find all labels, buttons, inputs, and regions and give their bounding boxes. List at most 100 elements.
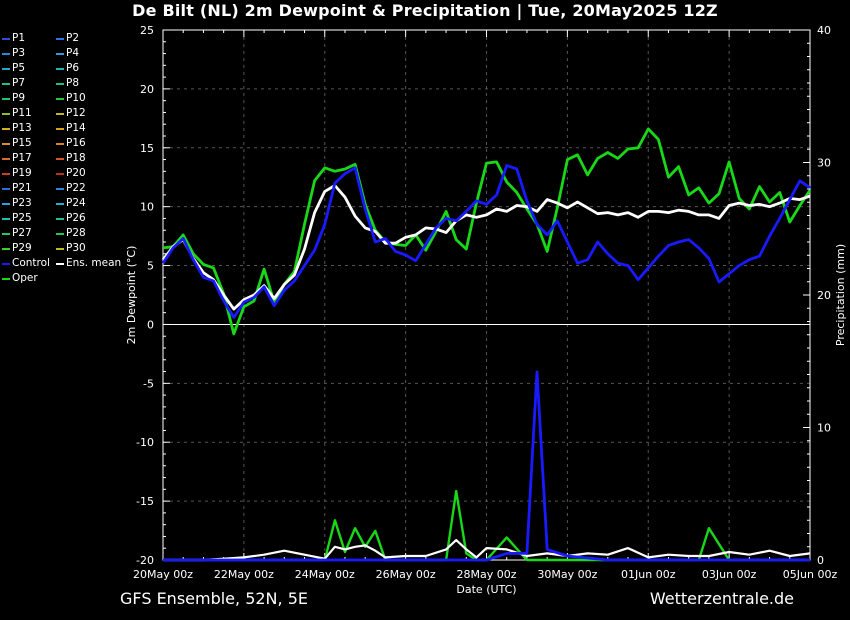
legend-swatch [2,38,10,40]
grid-lines [163,30,810,560]
legend-swatch [56,98,64,100]
y-tick-label: -15 [136,495,154,508]
x-tick-label: 28May 00z [456,568,516,581]
legend-swatch [2,158,10,160]
legend-label: P26 [66,212,86,224]
legend-label: P22 [66,182,86,194]
legend-label: P6 [66,62,80,74]
legend-swatch [56,113,64,115]
legend-swatch [2,98,10,100]
y2-axis-label: Precipitation (mm) [834,244,847,346]
x-tick-label: 01Jun 00z [621,568,676,581]
legend-label: P27 [12,227,32,239]
legend-label: P13 [12,122,32,134]
legend-swatch [2,143,10,145]
y-tick-label: -5 [143,377,154,390]
y2-tick-label: 40 [817,24,831,37]
legend-swatch [56,173,64,175]
legend-swatch [56,38,64,40]
legend-swatch [56,68,64,70]
ens-mean-precipitation-line [163,538,811,562]
dewpoint-series [161,127,812,336]
legend-label: P20 [66,167,86,179]
legend-swatch [2,68,10,70]
ens-mean-line [161,184,811,311]
y-tick-label: 20 [140,83,154,96]
x-tick-label: 03Jun 00z [702,568,757,581]
legend-swatch [56,53,64,55]
legend-label: P4 [66,47,80,59]
legend-swatch [56,248,64,250]
legend-swatch [2,83,10,85]
legend-label: P1 [12,32,26,44]
chart-title: De Bilt (NL) 2m Dewpoint & Precipitation… [132,1,718,20]
legend-label: P28 [66,227,86,239]
legend-swatch [2,263,10,265]
legend-label: P10 [66,92,86,104]
precip-series [163,370,811,562]
legend-label: Control [12,257,50,269]
legend-label: Oper [12,272,38,284]
y-tick-label: 15 [140,142,154,155]
legend-label: P12 [66,107,86,119]
legend-label: P21 [12,182,32,194]
legend-swatch [56,263,64,265]
legend-label: P3 [12,47,26,59]
legend-swatch [2,203,10,205]
legend-swatch [56,203,64,205]
control-line [161,163,811,319]
legend-swatch [2,53,10,55]
legend-swatch [2,113,10,115]
y2-tick-label: 0 [817,554,824,567]
legend-label: P8 [66,77,80,89]
legend-label: P29 [12,242,32,254]
legend-label: P18 [66,152,86,164]
x-tick-label: 05Jun 00z [783,568,838,581]
legend-swatch [2,188,10,190]
legend-swatch [2,218,10,220]
oper-line [162,127,812,336]
legend-swatch [2,248,10,250]
legend-swatch [56,218,64,220]
legend-label: P7 [12,77,26,89]
legend-label: P17 [12,152,32,164]
legend-label: Ens. mean [66,257,122,269]
y-tick-label: -20 [136,554,154,567]
x-tick-label: 30May 00z [537,568,597,581]
legend-label: P9 [12,92,26,104]
x-tick-label: 24May 00z [295,568,355,581]
legend-swatch [56,233,64,235]
legend-swatch [56,128,64,130]
control-precipitation-line [163,370,810,562]
source-caption: Wetterzentrale.de [649,589,794,608]
legend-label: P19 [12,167,32,179]
y2-tick-label: 30 [817,157,831,170]
y-tick-label: -10 [136,436,154,449]
y2-tick-label: 10 [817,422,831,435]
legend-label: P30 [66,242,86,254]
x-tick-label: 22May 00z [214,568,274,581]
legend-label: P2 [66,32,80,44]
y-tick-label: 5 [147,260,154,273]
legend-swatch [2,173,10,175]
x-tick-label: 20May 00z [133,568,193,581]
legend-label: P11 [12,107,32,119]
x-axis-label: Date (UTC) [456,583,516,596]
legend-swatch [56,158,64,160]
legend-swatch [2,278,10,280]
legend-label: P15 [12,137,32,149]
y2-tick-label: 20 [817,289,831,302]
legend-label: P25 [12,212,32,224]
legend-label: P5 [12,62,26,74]
legend-swatch [56,83,64,85]
legend-label: P24 [66,197,86,209]
legend-label: P14 [66,122,86,134]
y-axis-label: 2m Dewpoint (°C) [125,246,138,345]
y-tick-label: 10 [140,201,154,214]
x-tick-label: 26May 00z [376,568,436,581]
legend-swatch [56,188,64,190]
legend-swatch [2,128,10,130]
y-tick-label: 25 [140,24,154,37]
legend-label: P23 [12,197,32,209]
